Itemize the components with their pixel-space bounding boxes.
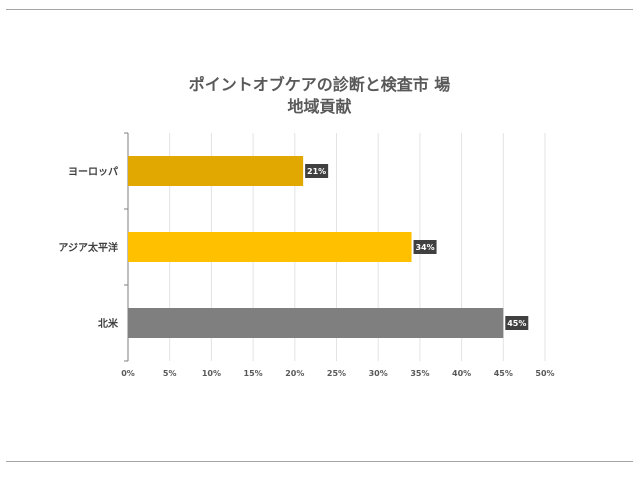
x-tick-label: 20% — [285, 369, 304, 378]
bar — [128, 156, 304, 186]
x-tick-label: 10% — [202, 369, 221, 378]
x-tick-label: 50% — [535, 369, 554, 378]
data-label: 45% — [507, 319, 526, 328]
bar — [128, 232, 412, 262]
x-tick-label: 35% — [410, 369, 429, 378]
bar — [128, 308, 504, 338]
category-label: アジア太平洋 — [58, 241, 118, 254]
x-tick-label: 45% — [494, 369, 513, 378]
x-tick-label: 40% — [452, 369, 471, 378]
x-tick-label: 5% — [163, 369, 177, 378]
bottom-divider — [6, 461, 633, 462]
x-tick-label: 30% — [369, 369, 388, 378]
top-divider — [6, 9, 633, 10]
chart-title-line1: ポイントオブケアの診断と検査市 場 — [188, 75, 451, 94]
data-label-box — [413, 240, 437, 254]
data-label: 34% — [415, 243, 434, 252]
x-tick-label: 25% — [327, 369, 346, 378]
chart-title: ポイントオブケアの診断と検査市 場 地域貢献 — [0, 74, 639, 118]
x-tick-label: 15% — [244, 369, 263, 378]
x-tick-label: 0% — [121, 369, 135, 378]
category-label: 北米 — [98, 317, 119, 330]
chart-title-line2: 地域貢献 — [287, 97, 352, 116]
data-label-box — [305, 164, 329, 178]
category-label: ヨーロッパ — [68, 166, 118, 178]
data-label: 21% — [307, 167, 326, 176]
data-label-box — [505, 316, 529, 330]
